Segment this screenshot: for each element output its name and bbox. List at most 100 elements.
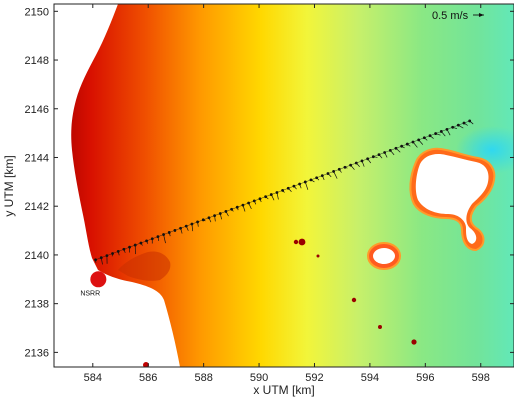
transect-segment — [208, 215, 215, 218]
transect-segment — [424, 135, 431, 138]
shoal-mark — [298, 238, 306, 246]
transect-segment — [259, 196, 266, 199]
site-label: NSRR — [80, 290, 100, 297]
transect-segment — [106, 253, 113, 256]
transect-segment — [327, 171, 334, 174]
transect-segment — [373, 154, 380, 157]
transect-segment — [169, 230, 175, 233]
x-axis-label: x UTM [km] — [253, 383, 314, 397]
transect-segment — [140, 240, 147, 244]
transect-segment — [191, 221, 198, 225]
y-tick-label: 2136 — [25, 347, 49, 359]
transect-segment — [118, 249, 124, 252]
y-tick-label: 2142 — [25, 201, 49, 213]
west-coast-land — [54, 4, 180, 367]
x-axis: 584 586 588 590 592 594 596 598 — [84, 4, 490, 384]
x-tick-label: 598 — [472, 372, 490, 384]
east-island — [415, 154, 489, 244]
transect-segment — [322, 173, 329, 176]
transect-segment — [112, 251, 119, 254]
x-tick-label: 584 — [84, 372, 102, 384]
transect-segment — [361, 158, 368, 162]
current-vector — [163, 234, 166, 244]
transect-segment — [350, 162, 357, 166]
scale-arrow-head — [478, 13, 484, 17]
shoal-mark — [351, 297, 357, 303]
transect-segment — [152, 236, 158, 239]
x-tick-label: 590 — [250, 372, 268, 384]
transect-segment — [367, 156, 374, 159]
y-tick-label: 2146 — [25, 104, 49, 116]
current-vectors — [94, 119, 474, 265]
transect-segment — [407, 141, 414, 145]
shoal-mark — [143, 362, 149, 367]
transect-segment — [254, 198, 261, 202]
y-tick-label: 2138 — [25, 299, 49, 311]
transect-segment — [316, 175, 323, 178]
y-tick-label: 2140 — [25, 250, 49, 262]
transect-segment — [395, 146, 402, 149]
transect-segment — [248, 200, 255, 204]
transect-segment — [180, 225, 187, 229]
transect-segment — [384, 150, 391, 153]
transect-segment — [186, 223, 192, 227]
plot-frame — [53, 3, 514, 368]
transect-segment — [378, 152, 385, 155]
transect-segment — [463, 120, 470, 124]
transect-segment — [356, 160, 363, 164]
transect-segment — [418, 137, 425, 141]
transect-segment — [220, 211, 227, 214]
transect-segment — [310, 177, 317, 181]
headland-shoal — [118, 251, 171, 281]
transect-segment — [265, 194, 272, 197]
x-tick-label: 588 — [194, 372, 212, 384]
transect-segment — [203, 217, 209, 221]
transect-segment — [288, 185, 295, 189]
transect-segment — [135, 242, 141, 246]
y-axis: 2136 2138 2140 2142 2144 2146 2148 2150 — [25, 6, 514, 359]
transect-segment — [441, 129, 448, 132]
transect-segment — [129, 244, 136, 248]
scale-vector: 0.5 m/s — [432, 10, 484, 22]
y-axis-label: y UTM [km] — [2, 155, 16, 216]
transect-segment — [412, 139, 419, 143]
transect-segment — [174, 228, 181, 231]
transect-segment — [123, 246, 130, 250]
transect-segment — [339, 167, 346, 170]
shoal-mark — [378, 325, 382, 329]
transect-segment — [237, 204, 244, 208]
transect-segment — [458, 122, 465, 126]
x-tick-label: 596 — [416, 372, 434, 384]
site-marker — [90, 271, 107, 288]
transect-segment — [95, 257, 102, 260]
transect-segment — [146, 238, 153, 242]
transect-segment — [390, 148, 397, 151]
plot-area: NSRR 0.5 m/s — [54, 4, 514, 367]
transect-segment — [231, 207, 238, 210]
y-tick-label: 2150 — [25, 6, 49, 18]
transect-segment — [163, 232, 170, 235]
transect-segment — [299, 181, 306, 185]
transect-segment — [452, 124, 459, 128]
transect-segment — [435, 131, 442, 134]
transect-segment — [157, 234, 164, 237]
transect-segment — [101, 255, 107, 258]
scale-label: 0.5 m/s — [432, 10, 469, 22]
x-tick-label: 594 — [361, 372, 379, 384]
shoal-mark — [316, 254, 320, 258]
transect-segment — [401, 143, 408, 147]
transect-segment — [197, 219, 204, 223]
transect-segment — [344, 164, 351, 168]
x-tick-label: 592 — [305, 372, 323, 384]
transect-segment — [276, 190, 283, 193]
transect-segment — [429, 133, 436, 136]
transect-segment — [282, 188, 289, 191]
transect-segment — [214, 213, 221, 216]
small-island — [373, 248, 395, 264]
shoal-mark — [411, 339, 417, 345]
x-tick-label: 586 — [139, 372, 157, 384]
transect-segment — [242, 202, 249, 206]
shoal-mark — [293, 239, 299, 245]
y-tick-label: 2144 — [25, 152, 49, 164]
